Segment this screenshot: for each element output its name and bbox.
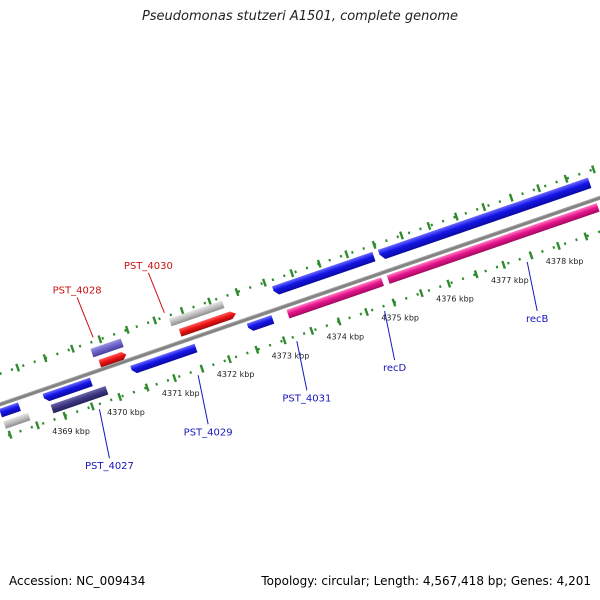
outer-major-tick — [563, 174, 569, 183]
gene-pst-4027 — [42, 377, 93, 402]
inner-major-tick — [309, 326, 315, 336]
gene-label[interactable]: PST_4031 — [282, 393, 331, 404]
outer-major-tick — [371, 240, 377, 250]
gene-label[interactable]: PST_4028 — [53, 285, 102, 296]
outer-major-tick — [591, 165, 596, 174]
gene-label-leader — [296, 341, 308, 391]
inner-major-tick — [446, 279, 452, 288]
outer-major-tick — [508, 193, 514, 202]
inner-tick-dots — [0, 167, 600, 496]
tick-label: 4374 kbp — [326, 332, 364, 341]
inner-major-tick — [473, 270, 479, 279]
gene-pst-4030-upper — [168, 300, 225, 327]
genome-track — [0, 109, 600, 496]
gene-label-leader — [147, 272, 165, 314]
outer-major-tick — [261, 278, 267, 287]
gene-pst-4030 — [178, 311, 236, 337]
inner-major-tick — [583, 232, 589, 241]
tick-label: 4370 kbp — [107, 408, 145, 417]
gene-pst-4028 — [98, 352, 127, 368]
inner-major-tick — [62, 411, 68, 421]
tick-label: 4372 kbp — [217, 370, 255, 379]
inner-major-tick — [144, 383, 150, 392]
gene-label-leader — [526, 261, 538, 312]
gene-left-blue — [0, 402, 21, 418]
map-title: Pseudomonas stutzeri A1501, complete gen… — [141, 9, 459, 24]
outer-major-tick — [124, 325, 130, 335]
inner-major-tick — [35, 421, 40, 430]
outer-major-tick — [42, 354, 48, 363]
inner-major-tick — [391, 298, 397, 307]
inner-major-tick — [418, 288, 424, 298]
inner-major-tick — [281, 336, 287, 345]
outer-major-tick — [316, 259, 322, 268]
gene-pst-4027-lower — [50, 386, 109, 414]
gene-lower-gray — [3, 412, 31, 429]
outer-major-tick — [152, 316, 158, 325]
tick-label: 4373 kbp — [272, 351, 310, 360]
gene-label-leader — [76, 297, 94, 338]
gene-label[interactable]: PST_4029 — [184, 427, 233, 438]
gene-label[interactable]: recB — [526, 314, 549, 325]
gene-recb — [386, 203, 600, 284]
genome-summary-text: Topology: circular; Length: 4,567,418 bp… — [261, 574, 591, 588]
outer-major-tick — [70, 344, 75, 353]
inner-major-tick — [254, 345, 260, 354]
accession-text: Accession: NC_009434 — [9, 574, 146, 588]
inner-major-tick — [89, 402, 95, 411]
tick-label: 4378 kbp — [546, 257, 584, 266]
gene-label-leader — [98, 409, 110, 459]
tick-label: 4375 kbp — [381, 314, 419, 323]
genome-backbone — [0, 136, 600, 466]
outer-major-tick — [344, 250, 350, 259]
inner-major-tick — [117, 392, 123, 402]
tick-label: 4377 kbp — [491, 276, 529, 285]
inner-major-tick — [7, 430, 13, 439]
outer-major-tick — [234, 287, 240, 297]
inner-major-tick — [364, 307, 369, 317]
outer-major-tick — [536, 184, 542, 193]
outer-major-tick — [453, 212, 459, 221]
gene-pst-4029 — [130, 343, 198, 374]
outer-major-tick — [179, 306, 185, 316]
gene-upper-blue-2 — [377, 177, 592, 259]
inner-major-tick — [501, 260, 507, 269]
outer-major-tick — [207, 297, 213, 306]
gene-pst-4031 — [246, 315, 275, 331]
tick-label: 4376 kbp — [436, 295, 474, 304]
outer-major-tick — [289, 269, 295, 278]
inner-major-tick — [336, 317, 342, 326]
outer-tick-dots — [0, 109, 600, 438]
gene-label-leader — [197, 375, 209, 425]
inner-major-tick — [172, 373, 178, 383]
gene-label-leader — [384, 310, 396, 361]
inner-major-tick — [226, 355, 232, 364]
gene-label[interactable]: recD — [383, 363, 407, 374]
gene-label[interactable]: PST_4027 — [85, 461, 134, 472]
gene-pst-4028-upper — [90, 338, 124, 358]
outer-major-tick — [15, 363, 21, 372]
inner-major-tick — [556, 241, 561, 251]
gene-upper-blue-1 — [272, 251, 376, 295]
outer-major-tick — [426, 221, 432, 231]
outer-major-tick — [97, 335, 103, 344]
outer-major-tick — [399, 231, 404, 240]
outer-major-tick — [481, 202, 487, 212]
gene-recd — [286, 277, 384, 319]
tick-label: 4371 kbp — [162, 389, 200, 398]
inner-major-tick — [199, 364, 205, 373]
inner-major-tick — [528, 251, 534, 260]
tick-label: 4369 kbp — [52, 427, 90, 436]
gene-label[interactable]: PST_4030 — [124, 261, 173, 272]
